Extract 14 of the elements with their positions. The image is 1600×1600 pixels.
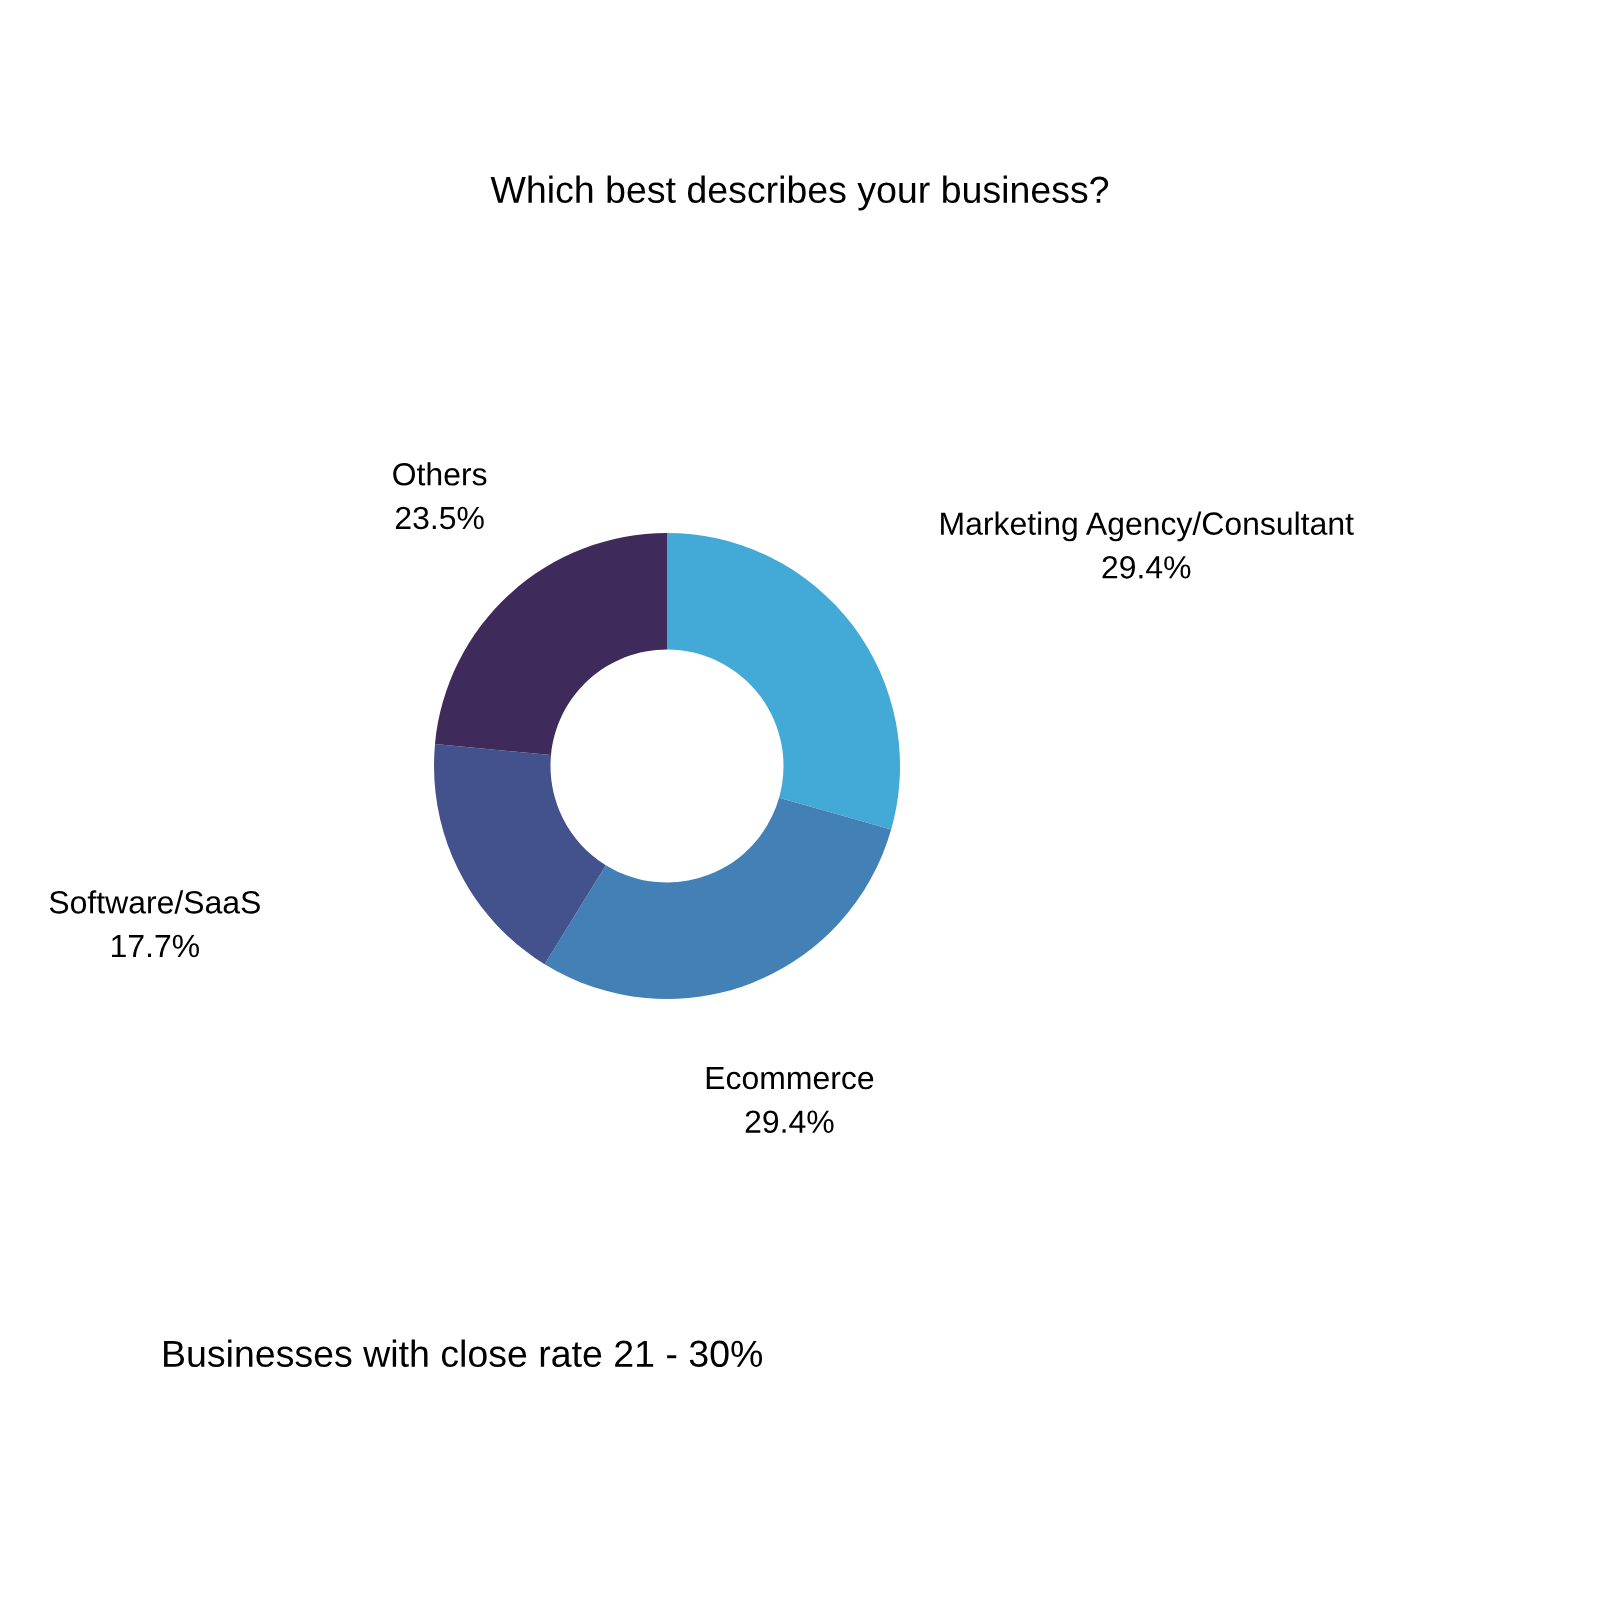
text: Businesses with close rate 21 - 30% — [164, 1339, 763, 1368]
donut-slice — [434, 744, 606, 965]
slice-label: Software/SaaS — [49, 890, 260, 914]
slice-label: Ecommerce — [706, 1067, 874, 1090]
data-label: 29.4% — [745, 1110, 834, 1134]
slice-label: Others — [393, 462, 487, 486]
donut-slice — [435, 533, 667, 756]
data-label: 17.7% — [111, 934, 199, 958]
chart-title: Which best describes your business? — [490, 175, 1109, 211]
data-label: 29.4% — [1102, 556, 1191, 579]
donut-slice — [667, 533, 900, 830]
donut-slice — [544, 797, 892, 999]
slice-label: Marketing Agency/Consultant — [941, 511, 1354, 542]
data-label: 23.5% — [395, 506, 484, 530]
